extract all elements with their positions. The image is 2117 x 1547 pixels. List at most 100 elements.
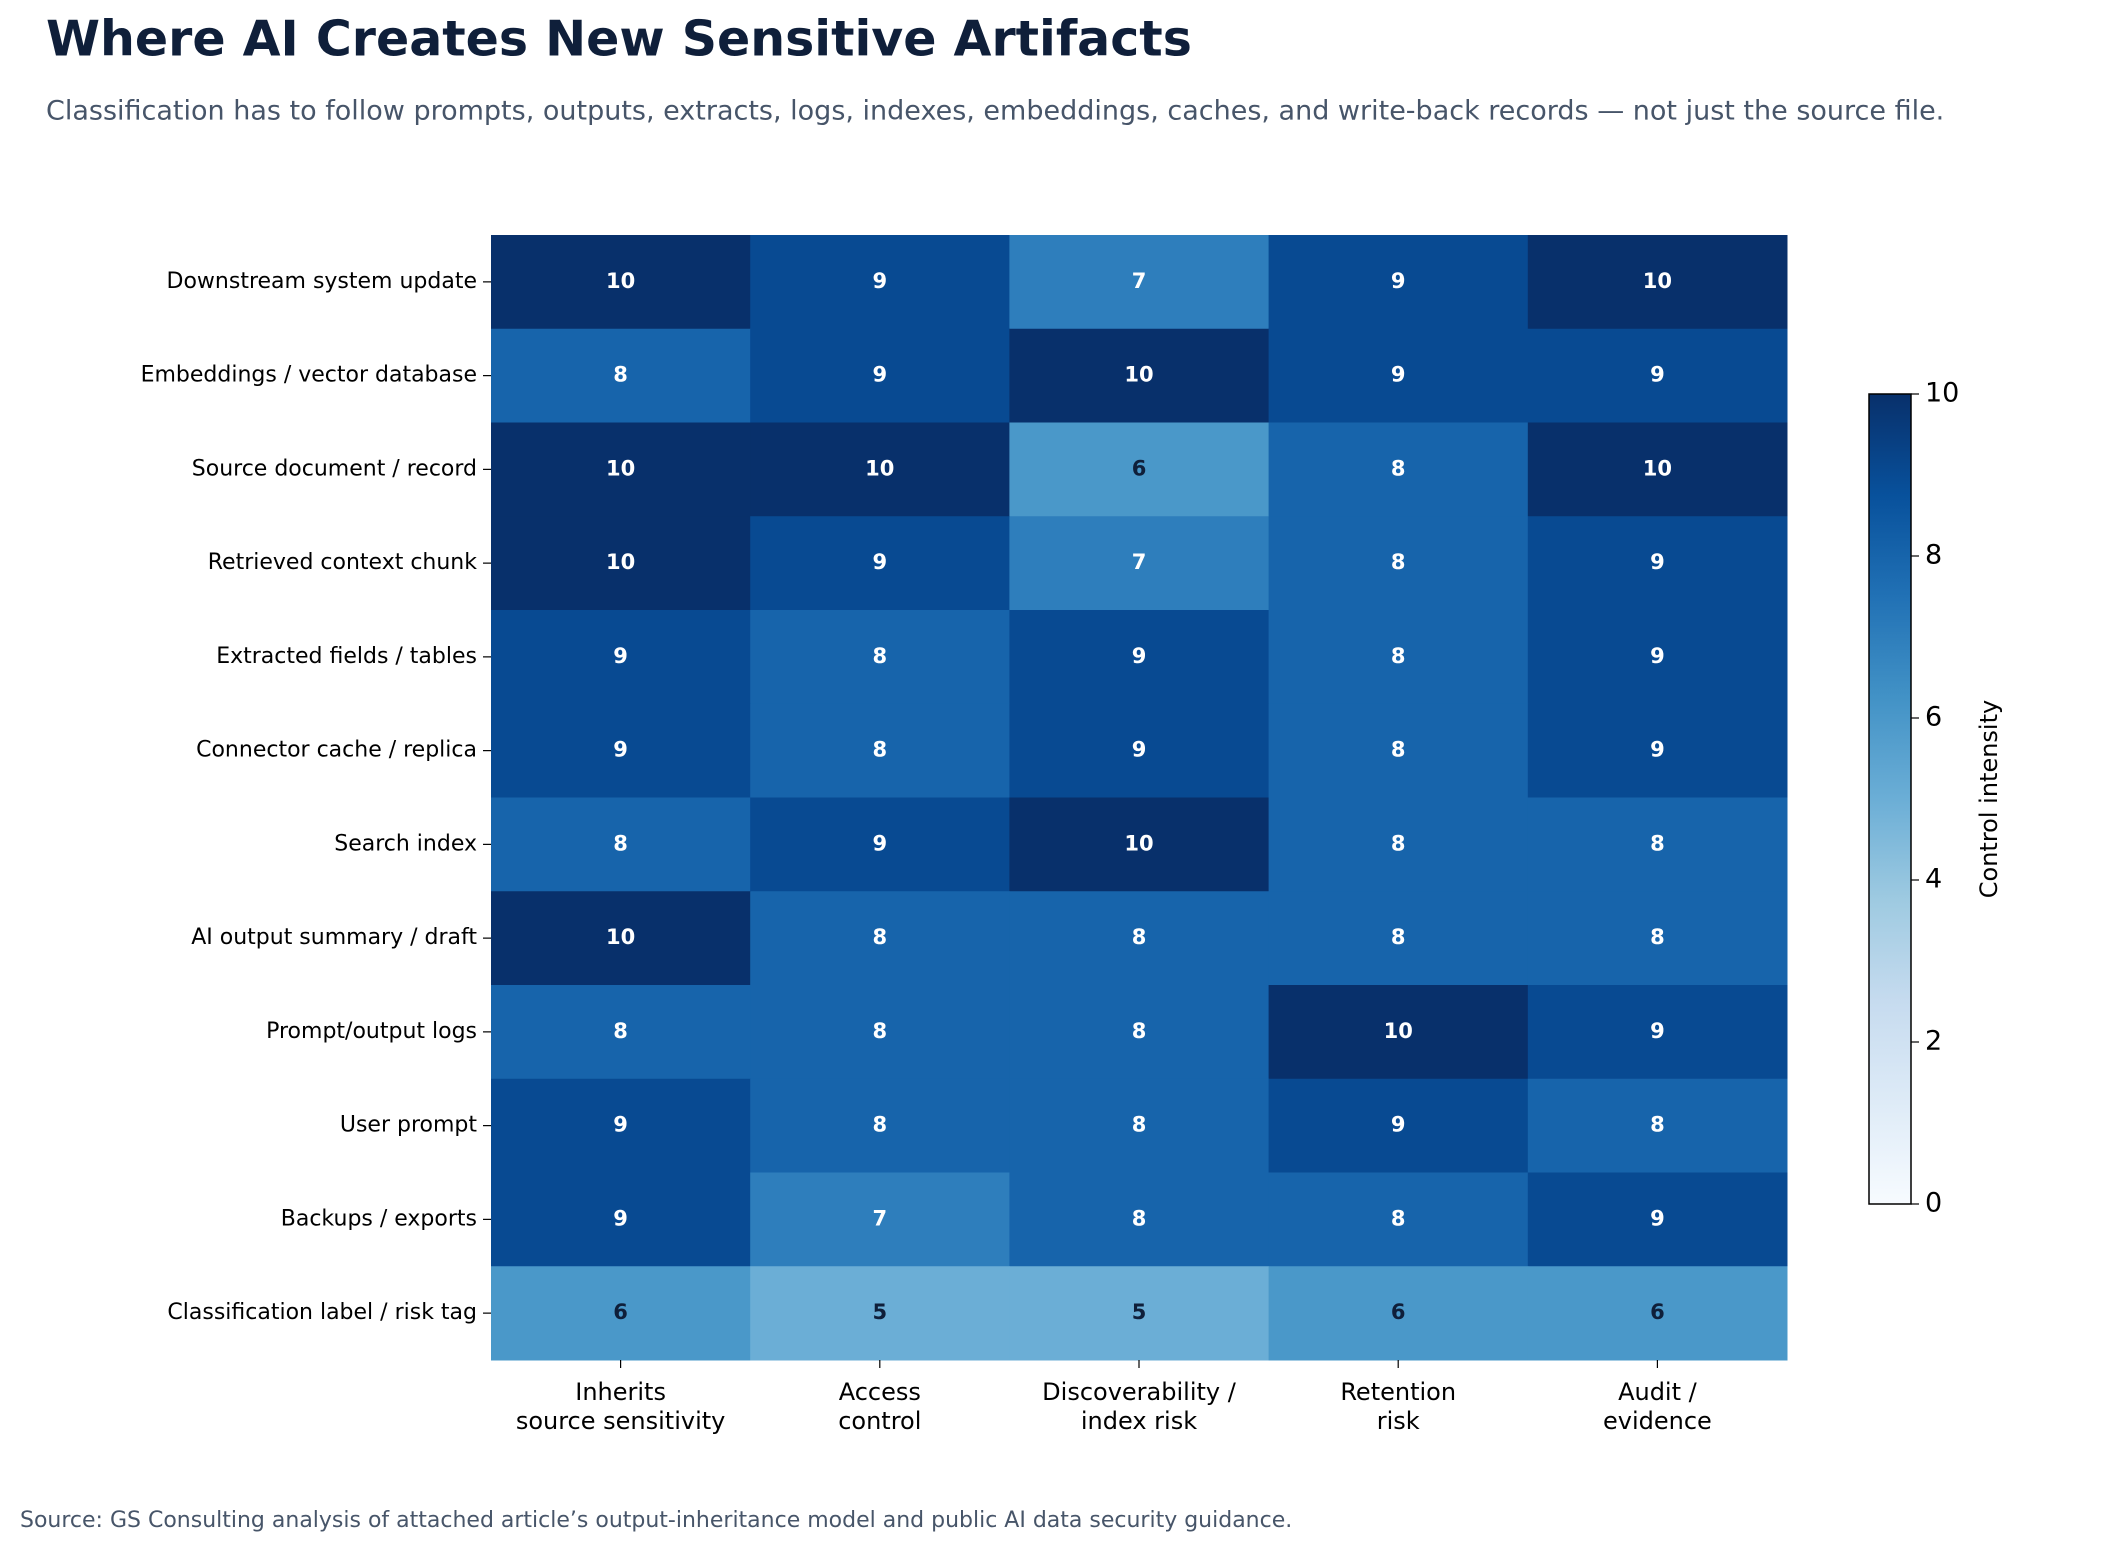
cell-label: 10: [1124, 831, 1153, 855]
cell-label: 6: [613, 1300, 628, 1324]
colorbar-tick-label: 6: [1925, 702, 1942, 733]
cell-label: 9: [613, 1113, 628, 1137]
heatmap-cell: [491, 235, 751, 330]
heatmap-cell: [1009, 1078, 1270, 1173]
y-tick-label: Retrieved context chunk: [208, 550, 478, 575]
cell-label: 6: [1391, 1300, 1406, 1324]
heatmap-cell: [1268, 328, 1529, 423]
heatmap-cell: [1527, 797, 1788, 892]
cell-label: 8: [613, 831, 628, 855]
heatmap-cell: [750, 1172, 1010, 1267]
colorbar-tick-label: 4: [1925, 864, 1942, 895]
colorbar: [1868, 393, 1912, 1205]
cell-label: 6: [1650, 1300, 1665, 1324]
heatmap-cell: [1009, 328, 1270, 423]
y-tick-label: Extracted fields / tables: [216, 644, 477, 669]
cell-label: 9: [1391, 363, 1406, 387]
heatmap-cell: [1009, 891, 1270, 986]
x-tick-label: Access control: [838, 1378, 921, 1435]
heatmap-cell: [1527, 985, 1788, 1080]
heatmap-cell: [750, 610, 1010, 705]
colorbar-tick-label: 2: [1925, 1026, 1942, 1057]
cell-label: 7: [1132, 269, 1147, 293]
heatmap-cell: [491, 1078, 751, 1173]
cell-label: 8: [1391, 456, 1406, 480]
cell-label: 9: [613, 644, 628, 668]
cell-label: 8: [872, 1113, 887, 1137]
cell-label: 8: [1391, 738, 1406, 762]
heatmap-cell: [491, 422, 751, 517]
heatmap-cell: [1268, 516, 1529, 611]
colorbar-tick-label: 0: [1925, 1188, 1942, 1219]
cell-label: 8: [872, 738, 887, 762]
cell-label: 10: [606, 269, 635, 293]
heatmap-cell: [1268, 422, 1529, 517]
cell-label: 10: [606, 550, 635, 574]
heatmap-cell: [491, 1266, 751, 1361]
heatmap-cell: [491, 328, 751, 423]
cell-label: 8: [613, 1019, 628, 1043]
cell-label: 9: [1650, 550, 1665, 574]
cell-label: 7: [872, 1206, 887, 1230]
y-tick-label: Backups / exports: [281, 1206, 477, 1231]
chart-title: Where AI Creates New Sensitive Artifacts: [46, 11, 1192, 68]
heatmap-cell: [1268, 1078, 1529, 1173]
heatmap-cell: [1009, 703, 1270, 798]
y-tick-label: Embeddings / vector database: [141, 363, 477, 388]
cell-label: 8: [872, 1019, 887, 1043]
chart-subtitle: Classification has to follow prompts, ou…: [46, 96, 1944, 127]
heatmap-cell: [750, 703, 1010, 798]
heatmap-cell: [1009, 1172, 1270, 1267]
x-tick-label: Discoverability / index risk: [1042, 1378, 1237, 1435]
cell-label: 5: [1132, 1300, 1147, 1324]
heatmap-cell: [1009, 235, 1270, 330]
heatmap-cell: [1009, 610, 1270, 705]
cell-label: 8: [1650, 925, 1665, 949]
cell-label: 9: [872, 363, 887, 387]
heatmap-cell: [750, 891, 1010, 986]
heatmap-cell: [750, 1078, 1010, 1173]
heatmap-cell: [1527, 328, 1788, 423]
cell-label: 8: [1391, 550, 1406, 574]
heatmap-cell: [1268, 703, 1529, 798]
cell-label: 9: [1650, 363, 1665, 387]
cell-label: 8: [1132, 925, 1147, 949]
cell-label: 9: [872, 831, 887, 855]
source-note: Source: GS Consulting analysis of attach…: [20, 1508, 1292, 1533]
heatmap-cell: [1268, 1172, 1529, 1267]
heatmap-cell: [1268, 1266, 1529, 1361]
heatmap-cell: [1268, 610, 1529, 705]
colorbar-tick-label: 8: [1925, 540, 1942, 571]
x-tick-label: Audit / evidence: [1603, 1378, 1712, 1435]
cell-label: 10: [1643, 456, 1672, 480]
heatmap-cell: [1527, 516, 1788, 611]
heatmap-cell: [750, 235, 1010, 330]
heatmap-cell: [750, 422, 1010, 517]
colorbar-tick-label: 10: [1925, 378, 1959, 409]
heatmap-cell: [1009, 1266, 1270, 1361]
cell-label: 9: [613, 738, 628, 762]
cell-label: 8: [1391, 1206, 1406, 1230]
cell-label: 10: [606, 456, 635, 480]
heatmap-cell: [1009, 797, 1270, 892]
heatmap-cell: [1009, 985, 1270, 1080]
y-tick-label: AI output summary / draft: [191, 925, 477, 950]
cell-label: 9: [1132, 738, 1147, 762]
heatmap-cell: [1268, 797, 1529, 892]
cell-label: 10: [606, 925, 635, 949]
y-tick-label: Classification label / risk tag: [167, 1300, 477, 1325]
cell-label: 8: [1391, 925, 1406, 949]
y-tick-label: Search index: [334, 831, 477, 856]
heatmap-cell: [491, 610, 751, 705]
heatmap-cell: [491, 891, 751, 986]
cell-label: 8: [1391, 831, 1406, 855]
cell-label: 8: [1650, 1113, 1665, 1137]
cell-label: 9: [1650, 1019, 1665, 1043]
heatmap-cell: [750, 985, 1010, 1080]
cell-label: 8: [1132, 1113, 1147, 1137]
cell-label: 9: [1132, 644, 1147, 668]
heatmap-cell: [1268, 985, 1529, 1080]
x-tick-label: Inherits source sensitivity: [516, 1378, 726, 1435]
heatmap-cell: [1527, 891, 1788, 986]
cell-label: 10: [865, 456, 894, 480]
